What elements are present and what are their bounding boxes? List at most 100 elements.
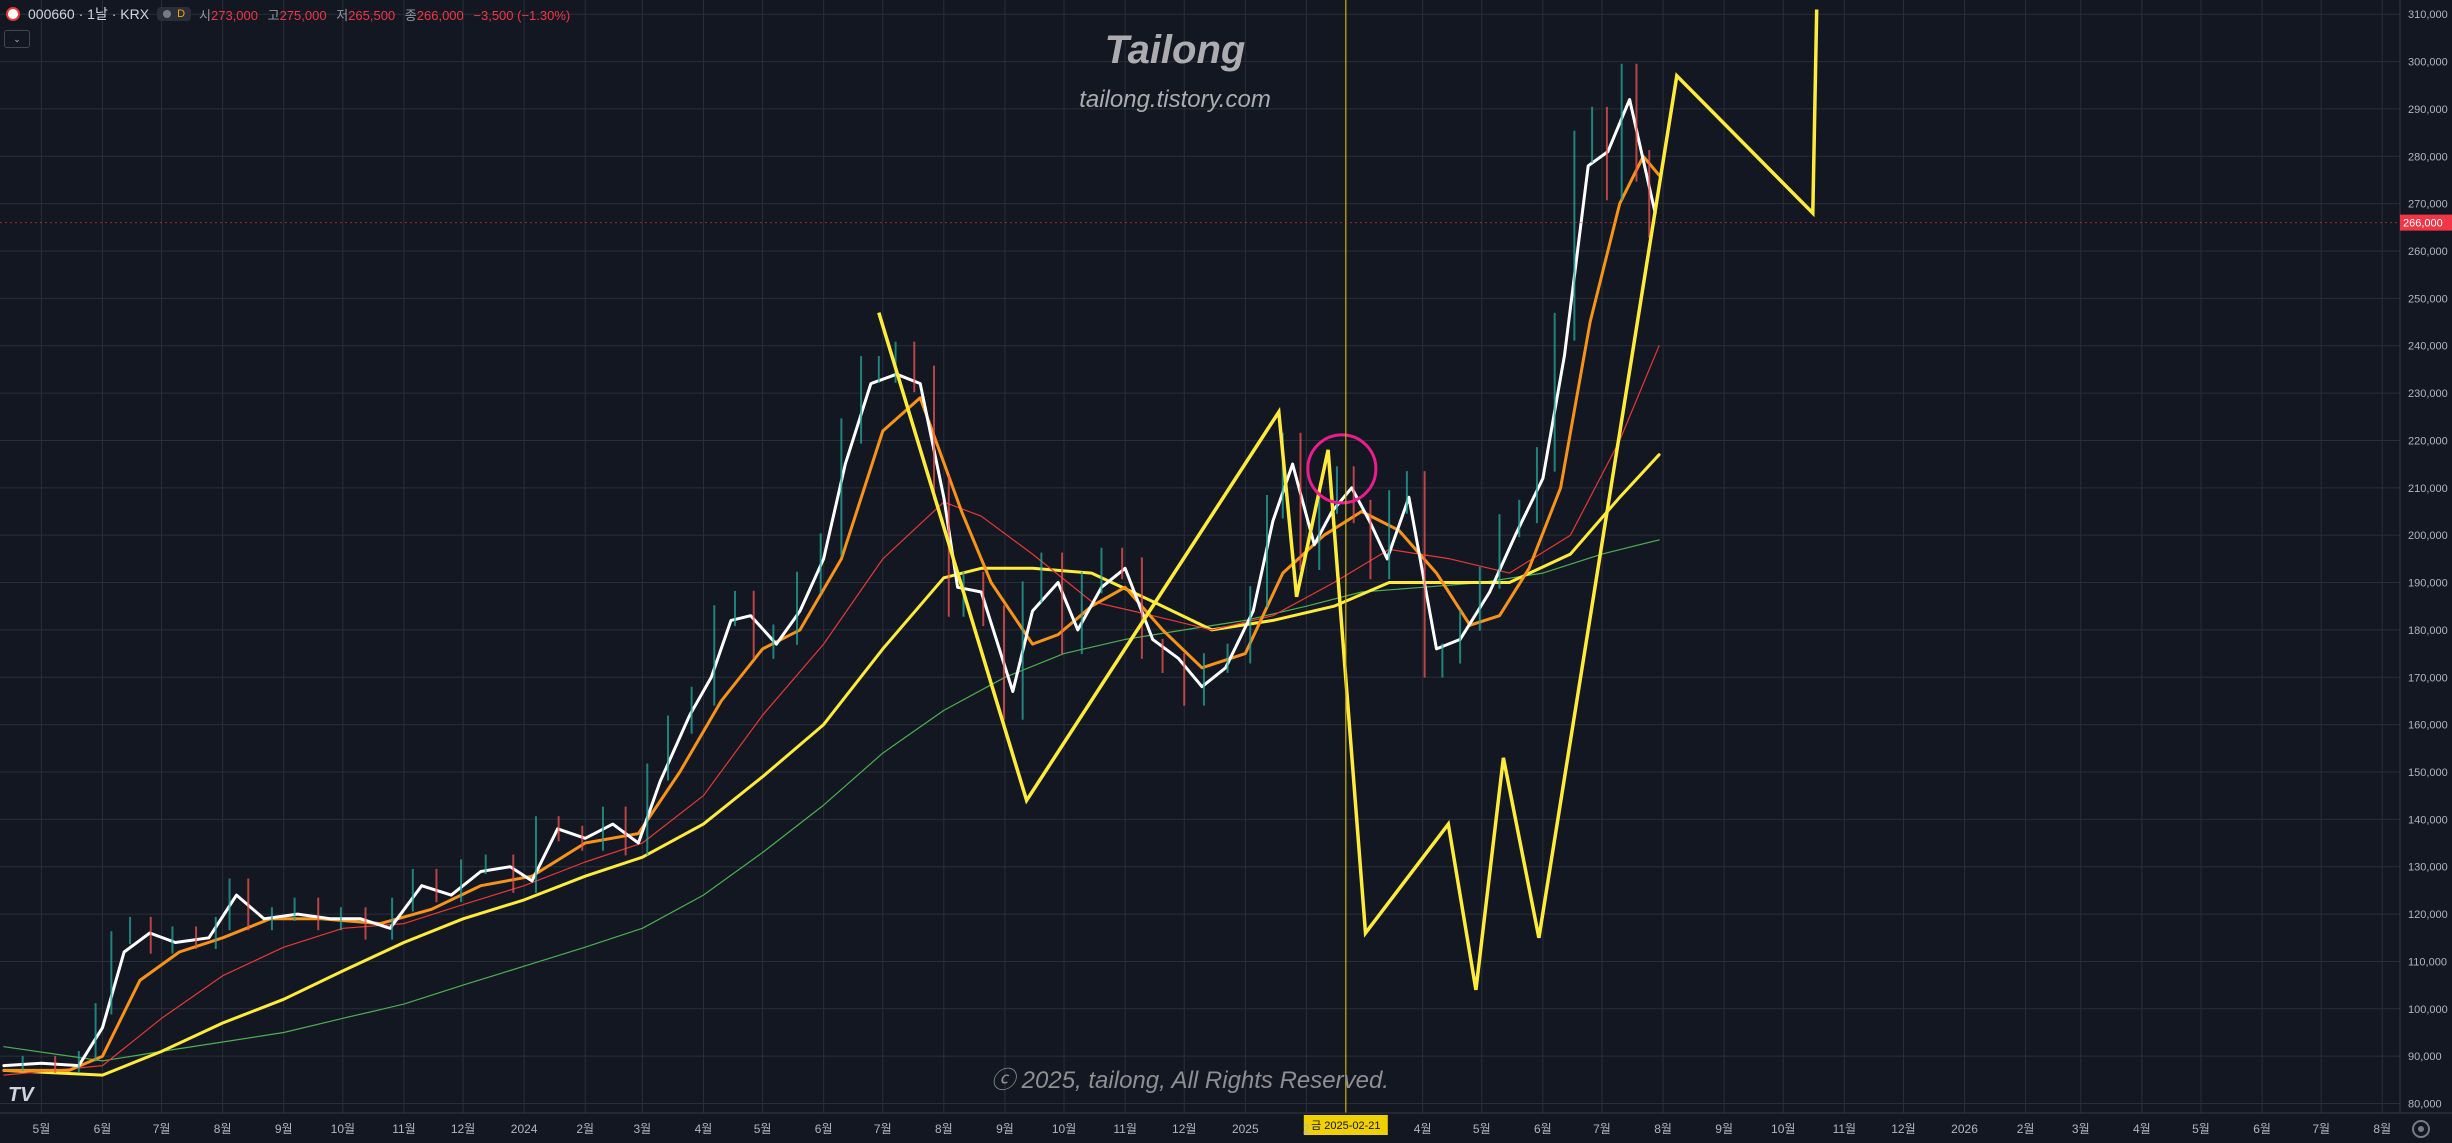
crosshair-date-label: 금 2025-02-21 <box>1311 1120 1380 1132</box>
x-tick-label: 4월 <box>2133 1122 2151 1136</box>
open-value: 273,000 <box>210 7 258 23</box>
collapse-legend-button[interactable]: ⌄ <box>4 30 30 48</box>
price-series <box>21 63 1651 1073</box>
x-tick-label: 2024 <box>511 1122 538 1136</box>
x-tick-label: 5월 <box>754 1122 772 1136</box>
x-tick-label: 12월 <box>1891 1122 1915 1136</box>
ohlc-values: 시273,000 고275,000 저265,500 종266,000 −3,5… <box>199 5 570 24</box>
x-tick-label: 5월 <box>1473 1122 1491 1136</box>
zigzag-annotation <box>877 9 1819 991</box>
market-status-icon <box>163 10 172 18</box>
x-tick-label: 5월 <box>2192 1122 2210 1136</box>
y-tick-label: 200,000 <box>2408 530 2448 542</box>
y-tick-label: 290,000 <box>2408 104 2448 116</box>
interval-tag: D <box>177 8 186 20</box>
x-tick-label: 6월 <box>94 1122 112 1136</box>
x-tick-label: 10월 <box>1771 1122 1795 1136</box>
crosshair-date-badge <box>1303 1115 1388 1135</box>
x-tick-label: 4월 <box>695 1122 713 1136</box>
y-tick-label: 160,000 <box>2408 720 2448 732</box>
symbol-name[interactable]: 000660 · 1날 · KRX <box>28 6 150 22</box>
y-tick-label: 130,000 <box>2408 862 2448 874</box>
ma-line-ma240 <box>3 539 1660 1062</box>
x-tick-label: 12월 <box>451 1122 475 1136</box>
y-tick-label: 240,000 <box>2408 341 2448 353</box>
moving-average-lines <box>2 98 1661 1077</box>
x-tick-label: 7월 <box>1593 1122 1611 1136</box>
x-tick-label: 8월 <box>2373 1122 2391 1136</box>
y-tick-label: 90,000 <box>2408 1051 2442 1063</box>
y-tick-label: 260,000 <box>2408 246 2448 258</box>
x-tick-label: 4월 <box>1414 1122 1432 1136</box>
x-tick-label: 6월 <box>2253 1122 2271 1136</box>
x-tick-label: 9월 <box>275 1122 293 1136</box>
annotation-layer <box>877 9 1819 991</box>
x-tick-label: 11월 <box>392 1122 416 1136</box>
y-tick-label: 280,000 <box>2408 151 2448 163</box>
x-tick-label: 12월 <box>1172 1122 1196 1136</box>
y-tick-label: 210,000 <box>2408 483 2448 495</box>
current-price-label: 266,000 <box>2403 218 2443 230</box>
y-tick-label: 80,000 <box>2408 1099 2442 1111</box>
y-tick-label: 140,000 <box>2408 814 2448 826</box>
y-tick-label: 230,000 <box>2408 388 2448 400</box>
x-tick-label: 8월 <box>214 1122 232 1136</box>
x-tick-label: 5월 <box>33 1122 51 1136</box>
x-tick-label: 6월 <box>815 1122 833 1136</box>
copyright-notice: ⓒ 2025, tailong, All Rights Reserved. <box>991 1067 1389 1094</box>
crosshair: 금 2025-02-21 <box>1303 0 1388 1135</box>
tradingview-logo[interactable]: TV <box>8 1084 34 1106</box>
ma-line-ma60 <box>3 345 1660 1076</box>
x-tick-label: 2 <box>1303 1122 1310 1136</box>
change-value: −3,500 (−1.30%) <box>473 7 571 23</box>
symbol-logo-icon <box>6 7 20 21</box>
low-label: 저 <box>336 7 349 23</box>
x-tick-label: 8월 <box>935 1122 953 1136</box>
ma-line-ma120 <box>2 453 1661 1077</box>
x-tick-label: 6월 <box>1534 1122 1552 1136</box>
y-tick-label: 250,000 <box>2408 293 2448 305</box>
y-tick-label: 110,000 <box>2408 956 2447 968</box>
open-label: 시 <box>199 7 211 23</box>
low-value: 265,500 <box>348 7 396 23</box>
x-tick-label: 2026 <box>1951 1122 1978 1136</box>
y-tick-label: 170,000 <box>2408 672 2448 684</box>
highlight-circle <box>1306 433 1378 505</box>
x-tick-label: 3월 <box>634 1122 652 1136</box>
x-tick-label: 10월 <box>1052 1122 1076 1136</box>
x-tick-label: 9월 <box>1715 1122 1733 1136</box>
symbol-header: 000660 · 1날 · KRX D 시273,000 고275,000 저2… <box>0 0 570 28</box>
price-axis: 80,000 90,000 100,000 110,000 120,000 130,000… <box>0 0 2452 1113</box>
x-tick-label: 11월 <box>1113 1122 1137 1136</box>
close-value: 266,000 <box>416 7 464 23</box>
x-tick-label: 2월 <box>2017 1122 2035 1136</box>
watermark-subtitle: tailong.tistory.com <box>1079 86 1271 113</box>
x-tick-label: 2025 <box>1232 1122 1259 1136</box>
y-tick-label: 270,000 <box>2408 199 2448 211</box>
x-tick-label: 9월 <box>996 1122 1014 1136</box>
x-tick-label: 11월 <box>1833 1122 1857 1136</box>
settings-icon[interactable] <box>2412 1120 2430 1138</box>
y-tick-label: 150,000 <box>2408 767 2448 779</box>
x-tick-label: 3월 <box>2072 1122 2090 1136</box>
close-label: 종 <box>404 7 417 23</box>
high-value: 275,000 <box>279 7 327 23</box>
y-tick-label: 180,000 <box>2408 625 2448 637</box>
time-axis: 5월 6월 7월 8월 9월 10월 11월 12월 2024 2월 3월 4월 5월 6월 7월 8월 9월 1… <box>0 1112 2452 1136</box>
y-tick-label: 300,000 <box>2408 57 2448 69</box>
y-tick-label: 120,000 <box>2408 909 2448 921</box>
y-tick-label: 220,000 <box>2408 435 2448 447</box>
x-tick-label: 7월 <box>2312 1122 2330 1136</box>
y-tick-label: 310,000 <box>2408 9 2448 21</box>
x-tick-label: 7월 <box>874 1122 892 1136</box>
watermark-title: Tailong <box>1104 28 1246 72</box>
x-tick-label: 2월 <box>576 1122 594 1136</box>
x-tick-label: 7월 <box>153 1122 171 1136</box>
interval-pill[interactable]: D <box>157 7 192 21</box>
high-label: 고 <box>267 7 280 23</box>
y-tick-label: 190,000 <box>2408 578 2448 590</box>
y-tick-label: 100,000 <box>2408 1004 2448 1016</box>
